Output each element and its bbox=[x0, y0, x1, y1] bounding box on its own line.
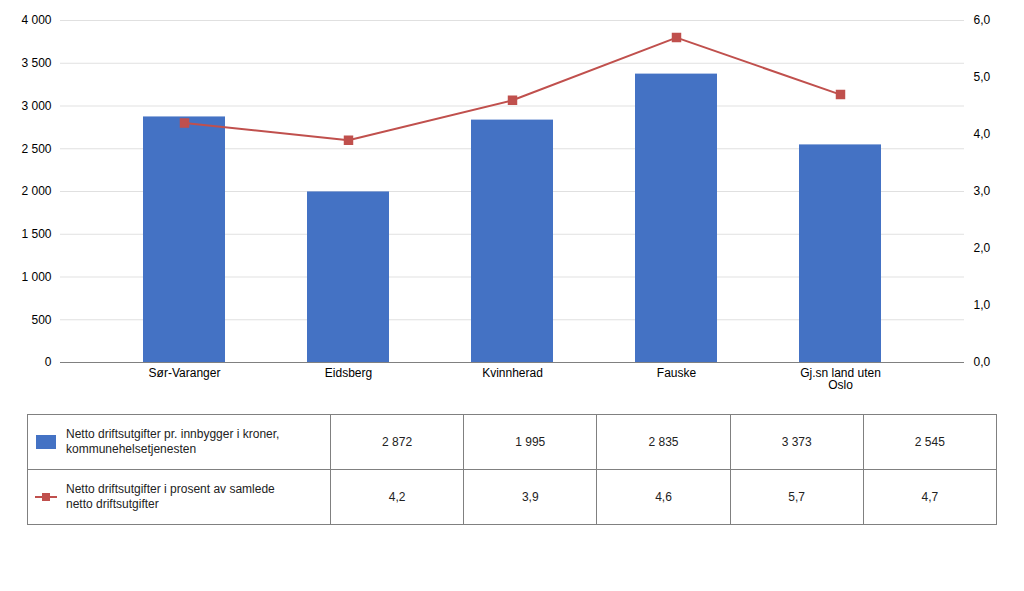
svg-text:3 500: 3 500 bbox=[21, 56, 51, 70]
svg-text:Eidsberg: Eidsberg bbox=[325, 366, 372, 380]
html-text:2 872: 2 872 bbox=[382, 435, 413, 449]
svg-text:Fauske: Fauske bbox=[657, 366, 697, 380]
svg-text:4,0: 4,0 bbox=[974, 127, 991, 141]
svg-text:1 500: 1 500 bbox=[21, 227, 51, 241]
svg-text:0,0: 0,0 bbox=[974, 355, 991, 369]
html-text:3 373: 3 373 bbox=[781, 435, 812, 449]
html-text:1 995: 1 995 bbox=[515, 435, 546, 449]
svg-text:4 000: 4 000 bbox=[21, 13, 51, 27]
svg-text:2 000: 2 000 bbox=[21, 184, 51, 198]
svg-text:Gj.sn land utenOslo: Gj.sn land utenOslo bbox=[800, 366, 881, 392]
html-text:4,2: 4,2 bbox=[388, 490, 406, 504]
svg-text:Kvinnherad: Kvinnherad bbox=[482, 366, 543, 380]
svg-text:5,0: 5,0 bbox=[974, 70, 991, 84]
svg-text:2,0: 2,0 bbox=[974, 241, 991, 255]
html-text:Netto driftsutgifter pr. innby: Netto driftsutgifter pr. innbygger i kro… bbox=[66, 427, 280, 456]
svg-text:500: 500 bbox=[31, 313, 51, 327]
html-text:Netto driftsutgifter i prosent: Netto driftsutgifter i prosent av samled… bbox=[66, 482, 275, 511]
html-text:4,6: 4,6 bbox=[655, 490, 672, 504]
svg-text:Sør-Varanger: Sør-Varanger bbox=[149, 366, 221, 380]
svg-text:6,0: 6,0 bbox=[974, 13, 991, 27]
html-text:2 545: 2 545 bbox=[914, 435, 945, 449]
html-text:5,7: 5,7 bbox=[788, 490, 805, 504]
svg-text:1 000: 1 000 bbox=[21, 270, 51, 284]
html-text:4,7: 4,7 bbox=[921, 490, 939, 504]
html-text:2 835: 2 835 bbox=[648, 435, 679, 449]
svg-text:1,0: 1,0 bbox=[974, 298, 991, 312]
html-text:3,9: 3,9 bbox=[521, 490, 539, 504]
svg-text:3,0: 3,0 bbox=[974, 184, 991, 198]
svg-text:3 000: 3 000 bbox=[21, 99, 51, 113]
svg-text:2 500: 2 500 bbox=[21, 142, 51, 156]
svg-text:0: 0 bbox=[45, 355, 52, 369]
